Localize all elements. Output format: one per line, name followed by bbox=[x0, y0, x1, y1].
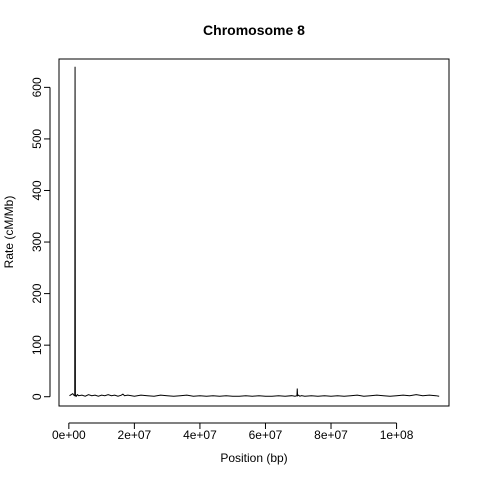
plot-frame bbox=[58, 58, 450, 407]
chart-title: Chromosome 8 bbox=[203, 22, 305, 38]
y-tick-label: 400 bbox=[30, 180, 44, 200]
series-line bbox=[69, 66, 440, 398]
x-axis-label: Position (bp) bbox=[220, 451, 287, 465]
x-tick-label: 1e+08 bbox=[380, 428, 414, 442]
y-tick-label: 600 bbox=[30, 77, 44, 97]
y-tick-label: 300 bbox=[30, 232, 44, 252]
x-tick-label: 0e+00 bbox=[52, 428, 86, 442]
y-axis: 0 100 200 300 400 500 600 bbox=[30, 77, 51, 400]
x-tick-label: 2e+07 bbox=[118, 428, 152, 442]
x-tick-label: 6e+07 bbox=[249, 428, 283, 442]
y-axis-label: Rate (cM/Mb) bbox=[2, 196, 16, 269]
x-tick-label: 4e+07 bbox=[183, 428, 217, 442]
y-tick-label: 0 bbox=[30, 393, 44, 400]
x-tick-label: 8e+07 bbox=[314, 428, 348, 442]
y-tick-label: 500 bbox=[30, 129, 44, 149]
series-layer bbox=[69, 66, 440, 398]
x-axis: 0e+00 2e+07 4e+07 6e+07 8e+07 1e+08 bbox=[52, 422, 414, 442]
y-tick-label: 100 bbox=[30, 335, 44, 355]
y-tick-label: 200 bbox=[30, 283, 44, 303]
